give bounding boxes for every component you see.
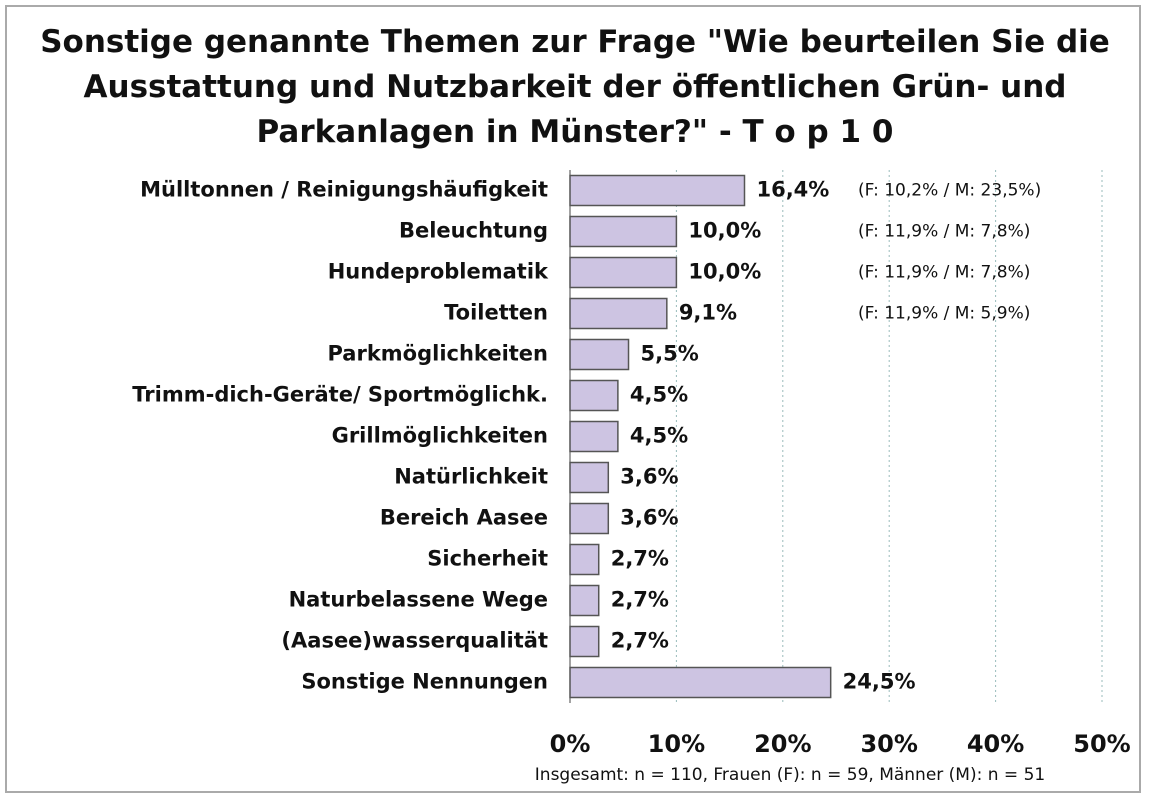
x-tick-label: 10%: [648, 730, 705, 758]
bar: [569, 625, 600, 658]
y-tick-label: Hundeproblematik: [328, 260, 549, 284]
y-tick-label: Sonstige Nennungen: [301, 670, 548, 694]
y-tick-label: Bereich Aasee: [380, 506, 548, 530]
annotation: (F: 11,9% / M: 5,9%): [858, 304, 1030, 324]
bar: [569, 297, 668, 330]
x-tick-label: 0%: [550, 730, 591, 758]
value-label: 4,5%: [630, 383, 688, 407]
bar: [569, 256, 678, 289]
bar: [569, 215, 678, 248]
y-tick-label: (Aasee)wasserqualität: [281, 629, 548, 653]
y-tick-label: Trimm-dich-Geräte/ Sportmöglichk.: [132, 383, 548, 407]
value-label: 16,4%: [756, 178, 829, 202]
value-label: 10,0%: [688, 219, 761, 243]
value-label: 9,1%: [679, 301, 737, 325]
y-tick-label: Mülltonnen / Reinigungshäufigkeit: [140, 178, 548, 202]
bar: [569, 584, 600, 617]
value-label: 5,5%: [641, 342, 699, 366]
y-tick-label: Toiletten: [444, 301, 548, 325]
x-tick-label: 30%: [860, 730, 917, 758]
y-tick-label: Sicherheit: [427, 547, 548, 571]
y-tick-label: Beleuchtung: [399, 219, 548, 243]
annotation: (F: 10,2% / M: 23,5%): [858, 181, 1041, 201]
chart-title: Sonstige genannte Themen zur Frage "Wie …: [40, 24, 1110, 150]
value-label: 2,7%: [611, 629, 669, 653]
bar: [569, 338, 630, 371]
bar: [569, 461, 610, 494]
value-label: 2,7%: [611, 588, 669, 612]
y-tick-label: Parkmöglichkeiten: [327, 342, 548, 366]
bar: [569, 420, 619, 453]
y-tick-label: Naturbelassene Wege: [289, 588, 548, 612]
x-tick-label: 20%: [754, 730, 811, 758]
annotation: (F: 11,9% / M: 7,8%): [858, 263, 1030, 283]
value-label: 10,0%: [688, 260, 761, 284]
bar: [569, 502, 610, 535]
y-tick-label: Natürlichkeit: [394, 465, 548, 489]
bar: [569, 379, 619, 412]
x-tick-label: 50%: [1073, 730, 1130, 758]
bar: [569, 174, 746, 207]
x-tick-label: 40%: [967, 730, 1024, 758]
value-label: 3,6%: [620, 465, 678, 489]
bar: [569, 543, 600, 576]
frame: [5, 5, 1141, 793]
value-label: 4,5%: [630, 424, 688, 448]
annotation: (F: 11,9% / M: 7,8%): [858, 222, 1030, 242]
value-label: 24,5%: [843, 670, 916, 694]
footnote: Insgesamt: n = 110, Frauen (F): n = 59, …: [535, 765, 1045, 785]
bar: [569, 666, 832, 699]
value-label: 2,7%: [611, 547, 669, 571]
y-tick-label: Grillmöglichkeiten: [332, 424, 548, 448]
value-label: 3,6%: [620, 506, 678, 530]
